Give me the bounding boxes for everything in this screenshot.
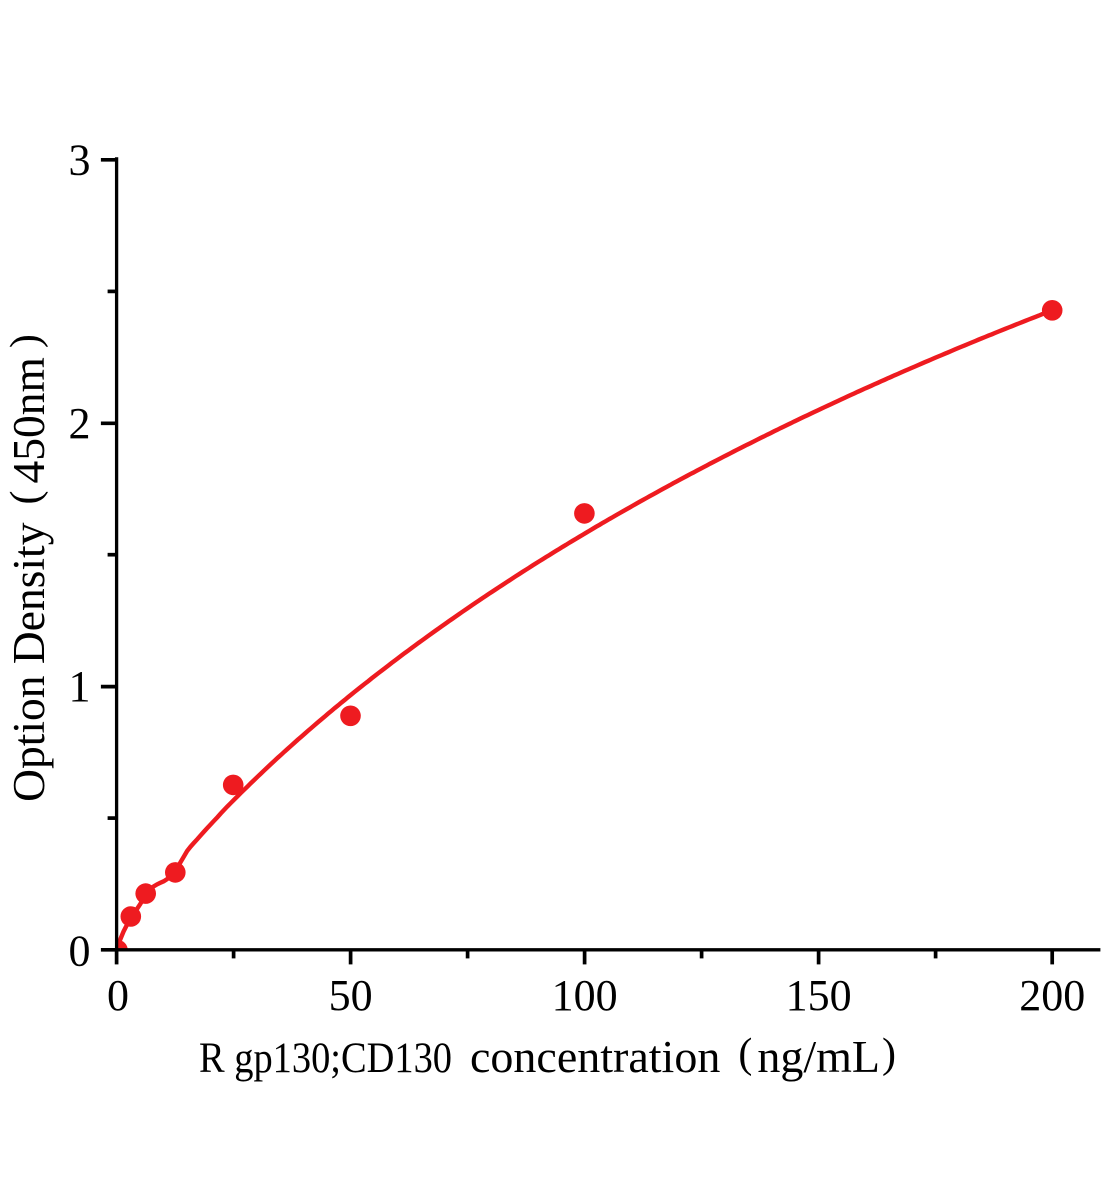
svg-text:200: 200 [1019, 971, 1085, 1020]
svg-text:150: 150 [786, 971, 852, 1020]
svg-text:100: 100 [552, 971, 618, 1020]
svg-text:0: 0 [107, 971, 129, 1020]
svg-text:0: 0 [69, 926, 91, 975]
svg-text:3: 3 [69, 135, 91, 184]
svg-text:2: 2 [69, 399, 91, 448]
svg-text:1: 1 [69, 662, 91, 711]
svg-text:Option Density(450nm): Option Density(450nm) [3, 334, 54, 802]
svg-text:50: 50 [329, 971, 373, 1020]
